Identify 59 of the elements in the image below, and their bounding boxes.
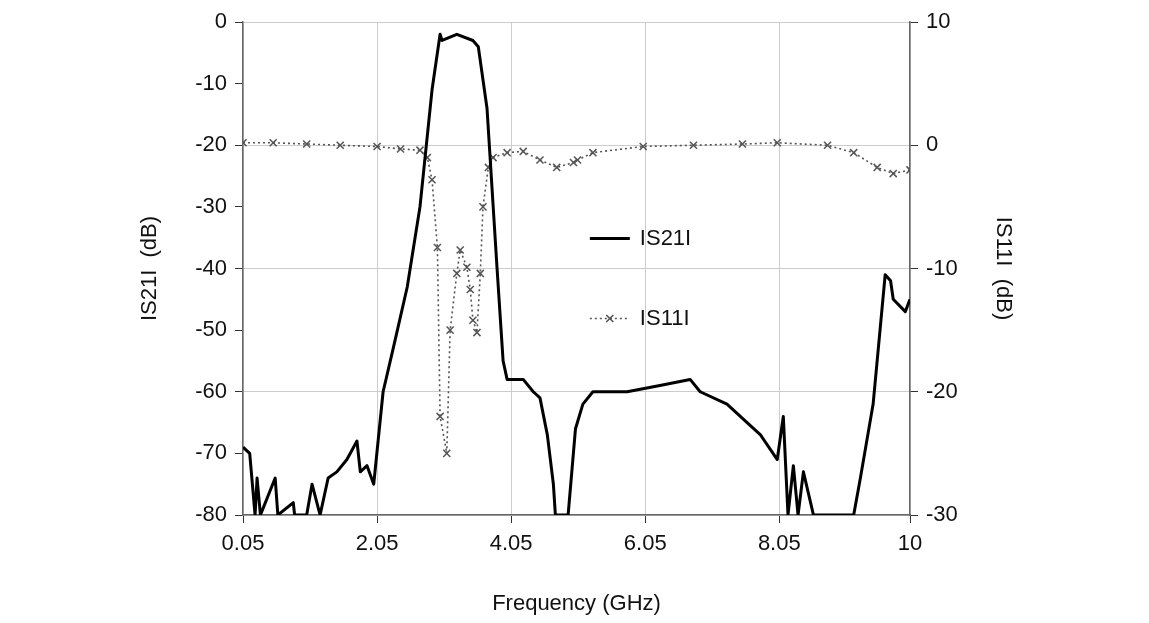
point — [465, 285, 475, 294]
point — [738, 139, 747, 149]
point — [476, 269, 485, 278]
point — [552, 163, 562, 172]
point — [535, 155, 545, 165]
y-tick-label: -10 — [195, 69, 227, 95]
y2-tick-label: 0 — [926, 131, 939, 157]
y-tick-label: -60 — [195, 377, 227, 403]
x-axis-title: Frequency (GHz) — [492, 589, 661, 615]
x-tick-label: 2.05 — [355, 530, 399, 556]
x-tick-label: 10 — [897, 530, 923, 556]
point — [433, 243, 442, 252]
point — [872, 163, 882, 172]
y2-tick-label: 10 — [926, 8, 951, 34]
point — [427, 175, 437, 185]
point — [442, 449, 452, 458]
y-tick-label: -70 — [195, 439, 227, 465]
point — [689, 140, 698, 150]
legend-label: IS21I — [639, 224, 692, 250]
point — [435, 412, 445, 421]
y2-tick-label: -30 — [926, 501, 958, 527]
point — [455, 245, 465, 255]
point — [823, 140, 832, 150]
point — [396, 144, 405, 154]
point — [588, 148, 598, 157]
legend-label: IS11I — [639, 304, 690, 330]
point — [472, 328, 482, 337]
point — [335, 140, 345, 150]
x-tick-label: 0.05 — [221, 530, 265, 556]
y-tick-label: -30 — [195, 192, 227, 218]
point — [268, 138, 278, 148]
y-axis-title: IS21I (dB) — [136, 215, 162, 322]
point — [478, 202, 488, 212]
point — [452, 269, 462, 278]
point — [302, 139, 311, 149]
point — [638, 142, 648, 151]
point — [518, 147, 528, 156]
x-tick-label: 6.05 — [623, 530, 667, 556]
point — [372, 142, 382, 151]
point — [462, 262, 472, 272]
y-tick-label: 0 — [214, 8, 227, 34]
y-tick-label: -40 — [195, 254, 227, 280]
x-tick-label: 4.05 — [489, 530, 533, 556]
y-tick-label: -50 — [195, 316, 227, 342]
y2-axis-title: IS11I (dB) — [991, 216, 1017, 321]
x-tick-label: 8.05 — [757, 530, 801, 556]
y-tick-label: -80 — [195, 501, 227, 527]
point — [468, 315, 478, 325]
point — [573, 155, 582, 165]
y2-tick-label: -10 — [926, 254, 958, 280]
y2-tick-label: -20 — [926, 377, 958, 403]
point — [849, 148, 858, 157]
point — [569, 158, 578, 167]
y-tick-label: -20 — [195, 131, 227, 157]
point — [888, 169, 898, 178]
point — [502, 148, 512, 157]
point — [445, 325, 455, 335]
point — [772, 138, 782, 148]
point — [415, 145, 425, 155]
